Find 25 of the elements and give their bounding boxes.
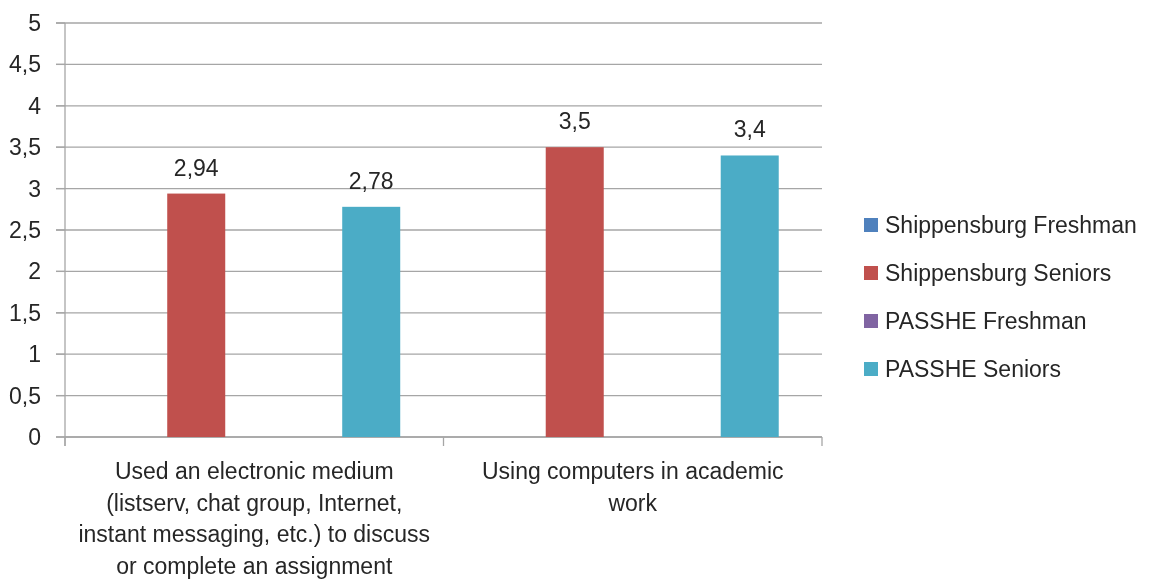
legend-label: Shippensburg Freshman [885, 212, 1137, 238]
x-tick-label: Using computers in academic work [481, 458, 784, 516]
y-tick-label: 2 [28, 258, 41, 285]
bar [342, 206, 401, 437]
y-tick-label: 3,5 [9, 134, 41, 161]
legend-label: Shippensburg Seniors [885, 260, 1112, 286]
y-tick-label: 0 [28, 424, 41, 450]
bar [545, 147, 604, 437]
legend-label: PASSHE Seniors [885, 356, 1061, 382]
data-label: 3,5 [558, 108, 591, 135]
legend-label: PASSHE Freshman [885, 308, 1087, 334]
y-tick-label: 0,5 [9, 382, 41, 409]
y-tick-label: 3 [28, 175, 41, 202]
x-tick-label: Used an electronic medium (listserv, chat group, Internet, instant messaging, etc.) to discuss or complete an assignment [78, 458, 431, 579]
data-label: 3,4 [733, 116, 766, 143]
y-tick-label: 1,5 [9, 299, 41, 326]
y-tick-label: 5 [28, 10, 41, 36]
y-tick-label: 2,5 [9, 217, 41, 243]
data-label: 2,78 [348, 167, 394, 194]
data-label: 2,94 [173, 154, 219, 181]
y-tick-label: 4,5 [9, 51, 41, 78]
y-tick-label: 1 [28, 341, 41, 368]
bar [720, 155, 779, 437]
bar [167, 193, 226, 437]
y-tick-label: 4 [28, 92, 42, 119]
